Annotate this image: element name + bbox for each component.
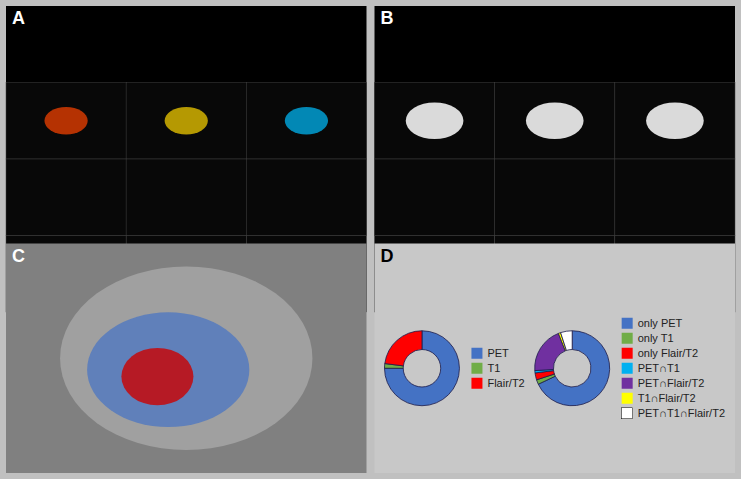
legend-label: PET xyxy=(487,347,509,359)
legend: only PET only T1 only Flair/T2 PET∩T1 PET∩Fl… xyxy=(622,317,725,419)
legend-label: only Flair/T2 xyxy=(638,347,699,359)
scan-spot xyxy=(526,102,584,139)
region xyxy=(121,348,193,405)
legend-swatch xyxy=(622,348,633,359)
legend-swatch xyxy=(471,363,482,374)
scan-cell xyxy=(246,83,366,160)
legend-label: only PET xyxy=(638,317,683,329)
legend-swatch xyxy=(622,393,633,404)
donut xyxy=(535,331,610,406)
scan-spot xyxy=(646,102,704,139)
legend-label: PET∩Flair/T2 xyxy=(638,377,705,389)
scan-cell xyxy=(126,83,246,160)
donut-slice xyxy=(384,331,459,406)
scan-cell xyxy=(495,83,615,160)
scan-spot xyxy=(44,107,87,135)
legend-swatch xyxy=(622,363,633,374)
legend-label: T1 xyxy=(487,362,500,374)
scan-cell xyxy=(6,159,126,236)
scan-spot xyxy=(285,107,328,135)
scan-spot xyxy=(406,102,464,139)
panel-background xyxy=(6,244,367,474)
panel: PET T1 Flair/T2 only PET only T1 only Flair/T… xyxy=(375,244,736,474)
panel-label: C xyxy=(12,246,25,266)
legend: PET T1 Flair/T2 xyxy=(471,347,524,389)
legend-label: Flair/T2 xyxy=(487,377,524,389)
region xyxy=(60,266,312,450)
legend-swatch xyxy=(471,348,482,359)
panel: C xyxy=(6,244,367,474)
legend-swatch xyxy=(622,333,633,344)
legend-label: PET∩T1∩Flair/T2 xyxy=(638,407,725,419)
legend-label: T1∩Flair/T2 xyxy=(638,392,696,404)
panel-background xyxy=(375,244,736,474)
scan-cell xyxy=(495,159,615,236)
scan-cell xyxy=(375,83,495,160)
panel-label: D xyxy=(381,246,394,266)
scan-cell xyxy=(615,159,735,236)
panel-background xyxy=(6,6,367,236)
legend-label: PET∩T1 xyxy=(638,362,680,374)
scan-cell xyxy=(375,159,495,236)
legend-label: only T1 xyxy=(638,332,674,344)
scan-cell xyxy=(126,159,246,236)
donut xyxy=(384,331,459,406)
panel-label: A xyxy=(12,8,25,28)
donut-slice xyxy=(385,331,422,366)
scan-cell xyxy=(615,83,735,160)
legend-swatch xyxy=(622,408,633,419)
legend-swatch xyxy=(471,378,482,389)
panel-label: B xyxy=(381,8,394,28)
figure: A B C PET T1 Flair/T2 only PET only T1 only Flai… xyxy=(0,0,741,479)
scan-spot xyxy=(165,107,208,135)
scan-cell xyxy=(246,159,366,236)
legend-swatch xyxy=(622,378,633,389)
panel-background xyxy=(375,6,736,236)
donut-slice xyxy=(561,331,573,351)
legend-swatch xyxy=(622,318,633,329)
region xyxy=(87,312,249,427)
scan-cell xyxy=(6,83,126,160)
